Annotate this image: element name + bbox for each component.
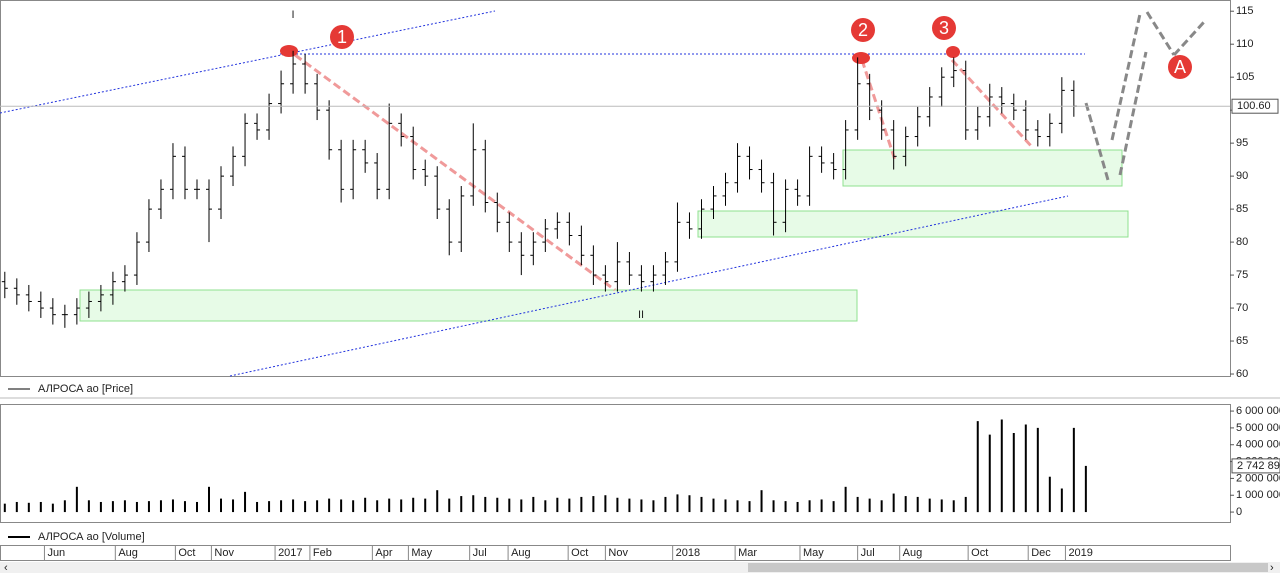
scroll-right[interactable]: › [1270, 562, 1274, 573]
x-tick-label: Mar [738, 547, 757, 559]
y-tick-label: 65 [1236, 335, 1248, 347]
last-volume-label: 2 742 89 [1237, 460, 1280, 472]
x-tick-label: Aug [511, 547, 531, 559]
x-tick-label: 2018 [676, 547, 700, 559]
annotation: A [1174, 57, 1186, 77]
volume-frame [0, 404, 1231, 523]
x-tick-label: Aug [118, 547, 138, 559]
x-tick-label: Apr [375, 547, 392, 559]
marker [280, 45, 298, 57]
studies [0, 10, 1206, 377]
x-tick-label: Nov [214, 547, 234, 559]
x-tick-label: Oct [178, 547, 195, 559]
y-tick-label: 105 [1236, 71, 1254, 83]
y-tick-label: 2 000 000 [1236, 472, 1280, 484]
x-tick-label: 2017 [278, 547, 302, 559]
x-tick-label: 2019 [1068, 547, 1092, 559]
y-tick-label: 90 [1236, 170, 1248, 182]
x-tick-label: May [803, 547, 824, 559]
x-tick-label: Dec [1031, 547, 1051, 559]
zone [79, 289, 858, 322]
x-tick-label: Aug [903, 547, 923, 559]
annotation: 2 [858, 20, 868, 40]
x-tick-label: Jul [473, 547, 487, 559]
y-tick-label: 5 000 000 [1236, 422, 1280, 434]
y-tick-label: 115 [1236, 5, 1254, 17]
marker [852, 52, 870, 64]
legend-label: АЛРОСА ао [Price] [38, 383, 133, 395]
x-tick-label: May [411, 547, 432, 559]
annotation-badge [932, 16, 956, 40]
y-tick-label: 60 [1236, 368, 1248, 380]
last-price-box [1231, 98, 1279, 114]
y-tick-label: 6 000 000 [1236, 405, 1280, 417]
annotation: 1 [337, 27, 347, 47]
price-frame [0, 0, 1231, 377]
arrow [294, 53, 616, 292]
time-axis [0, 545, 1231, 561]
x-tick-label: Jul [861, 547, 875, 559]
y-tick-label: 70 [1236, 302, 1248, 314]
x-tick-label: Feb [313, 547, 332, 559]
annotation-badge [851, 18, 875, 42]
y-tick-label: 0 [1236, 506, 1242, 518]
annotation: II [638, 309, 644, 321]
annotation-badge [330, 25, 354, 49]
trend-line [0, 10, 496, 114]
y-tick-label: 75 [1236, 269, 1248, 281]
trend-line [229, 195, 1069, 377]
arrow [860, 59, 897, 161]
y-tick-label: 1 000 000 [1236, 489, 1280, 501]
y-tick-label: 110 [1236, 38, 1254, 50]
x-tick-label: Jun [47, 547, 65, 559]
annotation: 3 [939, 18, 949, 38]
y-tick-label: 85 [1236, 203, 1248, 215]
x-tick-label: Nov [608, 547, 628, 559]
last-price-label: 100.60 [1237, 100, 1271, 112]
zone [697, 210, 1129, 238]
annotation-badge [1168, 55, 1192, 79]
last-volume-box [1231, 458, 1280, 474]
legend-label: АЛРОСА ао [Volume] [38, 531, 145, 543]
forecast [1084, 11, 1206, 181]
zone [842, 149, 1123, 187]
x-tick-label: Oct [971, 547, 988, 559]
annotation: I [291, 9, 294, 21]
scroll-thumb[interactable] [748, 563, 1268, 572]
scrollbar[interactable] [0, 562, 1280, 573]
scroll-left[interactable]: ‹ [4, 562, 8, 573]
y-tick-label: 95 [1236, 137, 1248, 149]
x-tick-label: Oct [571, 547, 588, 559]
y-tick-label: 80 [1236, 236, 1248, 248]
marker [946, 46, 960, 58]
y-tick-label: 4 000 000 [1236, 439, 1280, 451]
